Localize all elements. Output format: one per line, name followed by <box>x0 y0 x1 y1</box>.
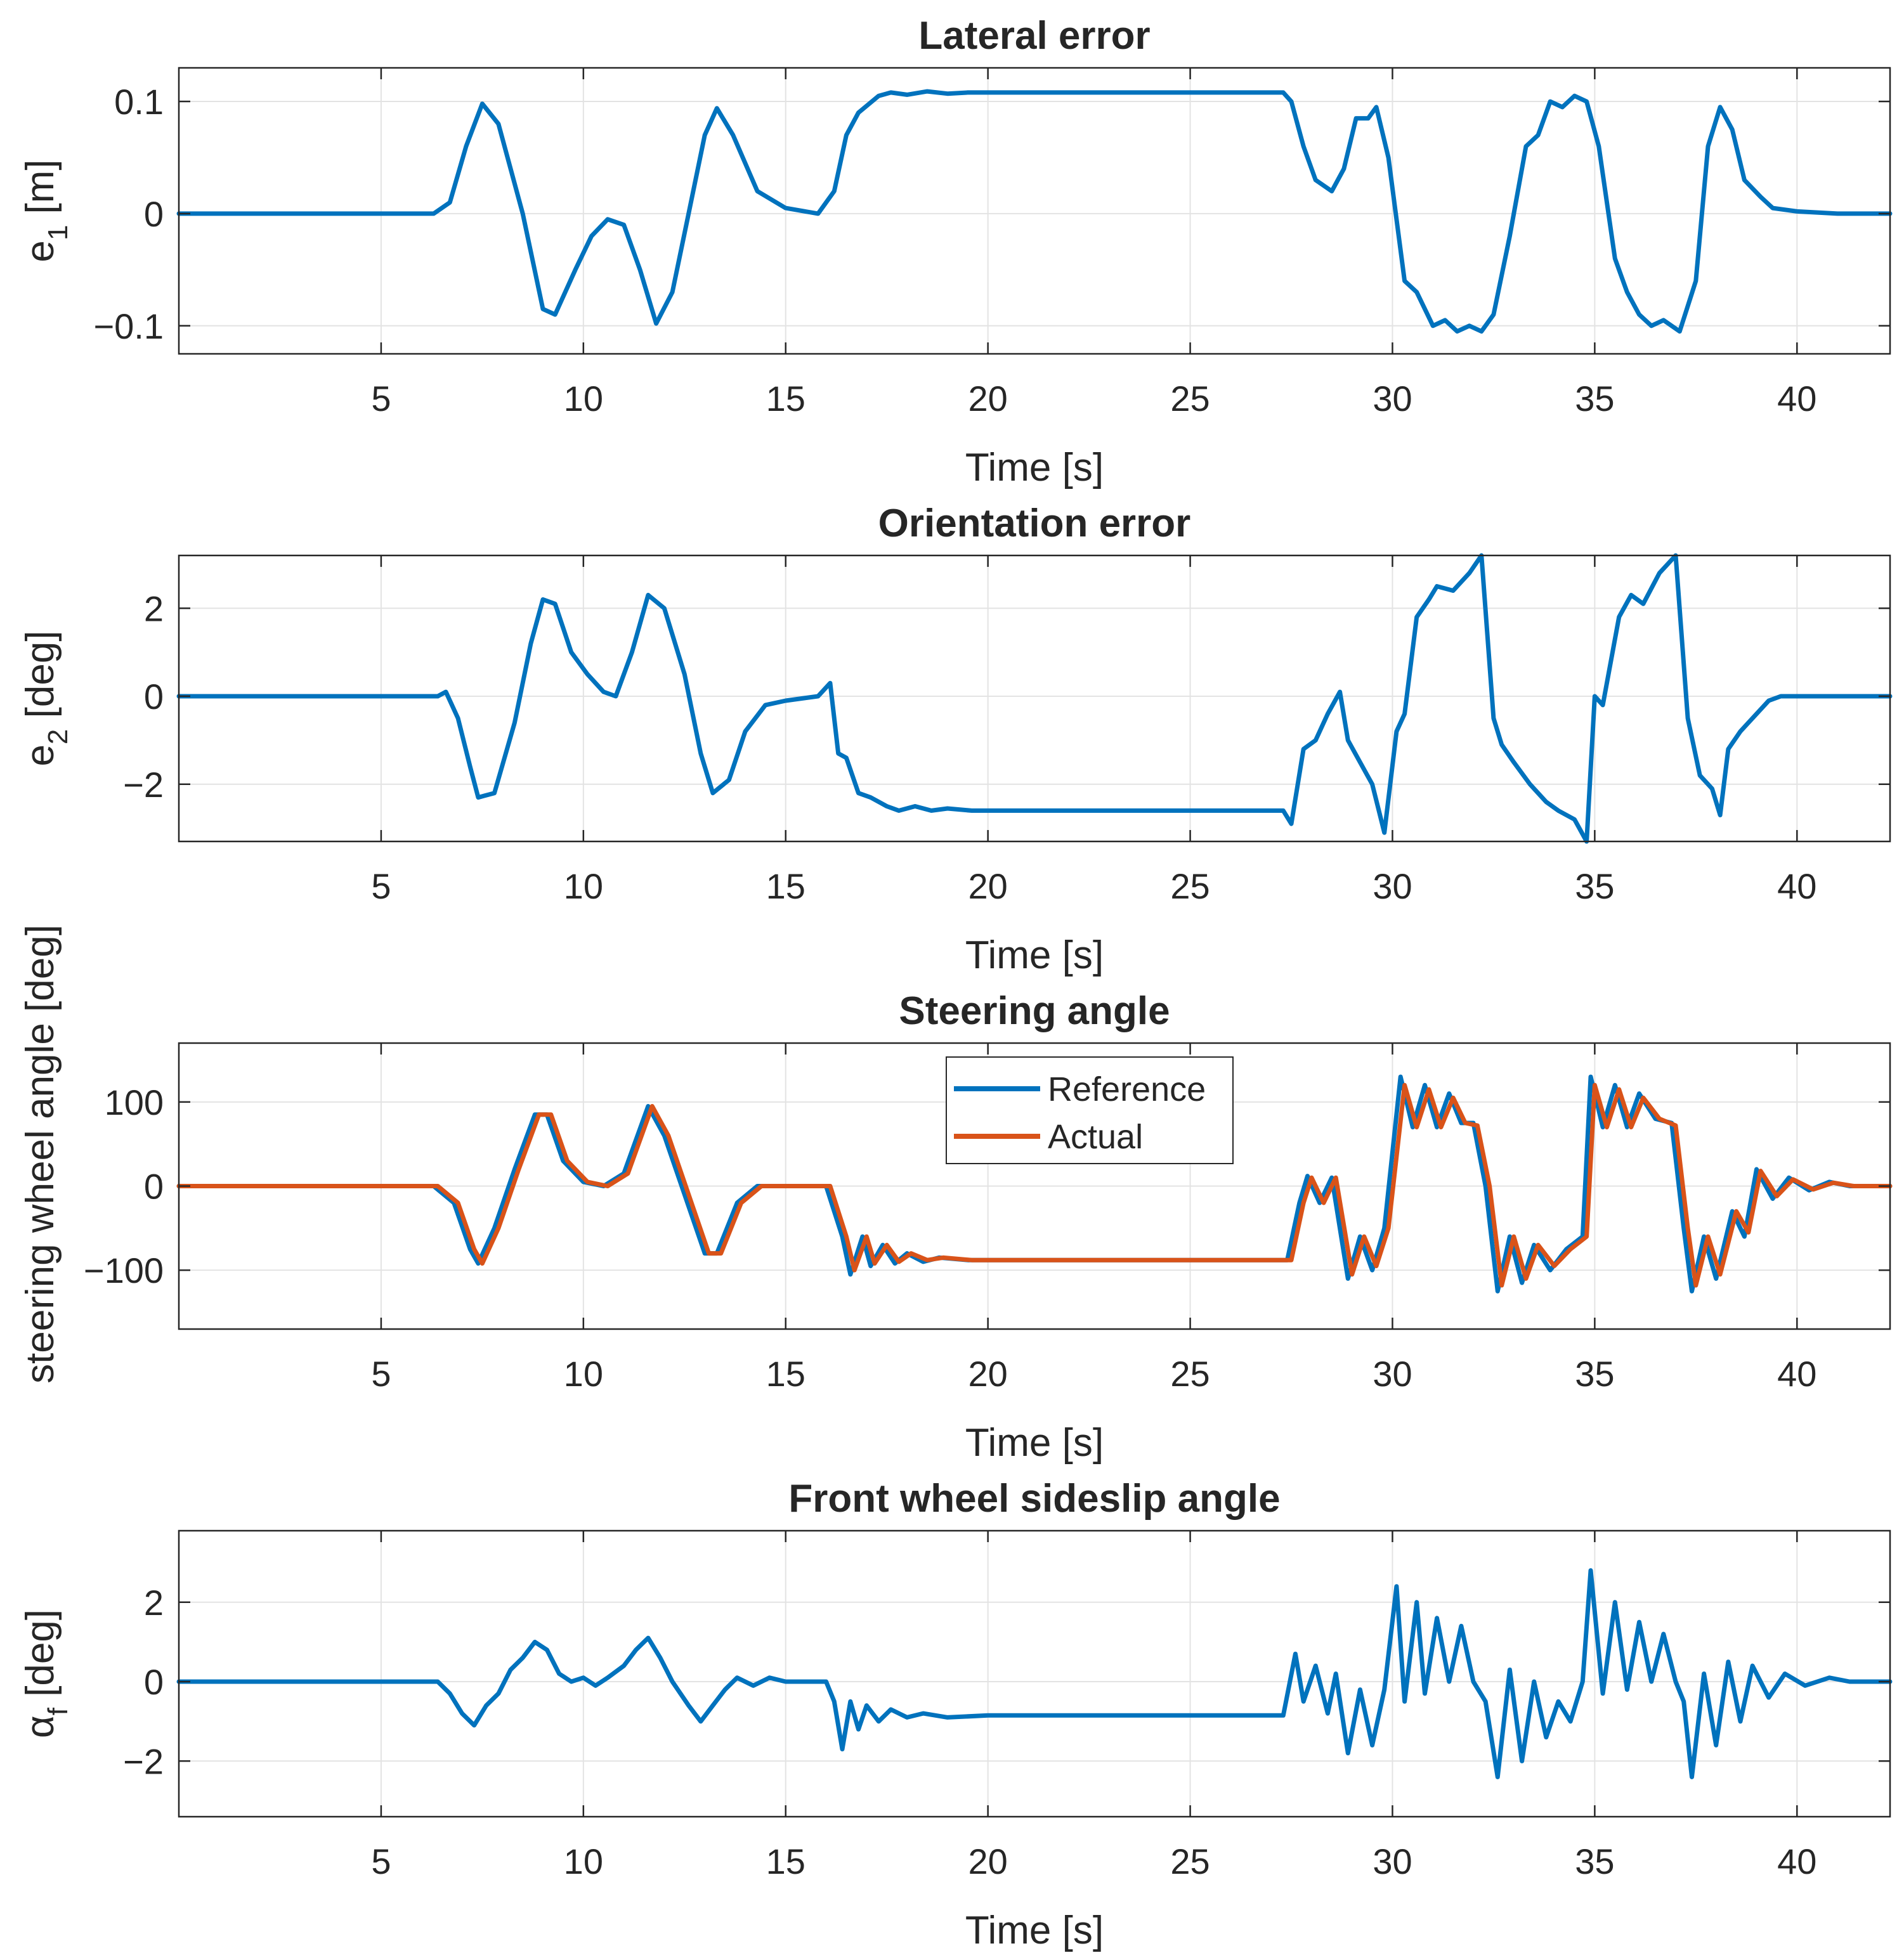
subplot-4: 5 10 15 20 25 30 35 40 −2 0 2 Front wheel sideslip … <box>18 1477 1893 1952</box>
y-tick-label: 0 <box>144 1662 164 1702</box>
x-tick-label: 40 <box>1777 1841 1816 1881</box>
x-tick-label: 25 <box>1170 1354 1210 1394</box>
y-axis-label-main: e <box>18 744 62 766</box>
y-axis-label-unit: [deg] <box>18 1609 62 1708</box>
series-line-actual <box>176 1082 1893 1288</box>
series-line-alpha-f <box>176 1568 1893 1779</box>
x-tick-label: 25 <box>1170 1841 1210 1881</box>
y-tick-label: −2 <box>123 765 164 805</box>
y-axis-label-subscript: 2 <box>42 729 74 744</box>
x-tick-label: 5 <box>371 1841 391 1881</box>
x-tick-label: 10 <box>564 866 603 906</box>
x-tick-label: 30 <box>1373 1354 1412 1394</box>
axes-background <box>179 68 1890 354</box>
x-tick-label: 20 <box>968 1841 1008 1881</box>
y-tick-label: 2 <box>144 588 164 628</box>
x-tick-label: 35 <box>1575 1841 1614 1881</box>
y-axis-label-main: e <box>18 240 62 262</box>
y-axis-label: steering wheel angle [deg] <box>18 925 62 1384</box>
y-axis-label-main: α <box>18 1715 62 1738</box>
axes-box <box>178 554 1891 843</box>
x-tick-label: 5 <box>371 379 391 419</box>
legend: Reference Actual <box>946 1056 1234 1164</box>
y-axis-label-main: steering wheel angle [deg] <box>18 925 62 1384</box>
x-tick-label: 35 <box>1575 866 1614 906</box>
x-tick-label: 5 <box>371 1354 391 1394</box>
x-tick-label: 10 <box>564 379 603 419</box>
x-tick-label: 5 <box>371 866 391 906</box>
plot-title: Steering angle <box>899 989 1170 1033</box>
subplot-1: 5 10 15 20 25 30 35 40 −0.1 0 0.1 Lateral error Time… <box>18 14 1893 490</box>
y-axis-label-subscript: 1 <box>42 225 74 240</box>
y-axis-label-unit: [deg] <box>18 630 62 729</box>
x-tick-label: 30 <box>1373 379 1412 419</box>
x-tick-label: 35 <box>1575 379 1614 419</box>
x-tick-label: 20 <box>968 1354 1008 1394</box>
x-tick-label: 15 <box>766 866 805 906</box>
y-axis-label: αf [deg] <box>18 1609 74 1738</box>
axes-box <box>178 67 1891 355</box>
x-tick-label: 15 <box>766 1354 805 1394</box>
y-tick-label: 0.1 <box>114 82 164 122</box>
y-tick-label: 0 <box>144 677 164 717</box>
x-axis-label: Time [s] <box>965 933 1104 977</box>
x-tick-label: 30 <box>1373 866 1412 906</box>
x-tick-label: 15 <box>766 1841 805 1881</box>
y-tick-label: 2 <box>144 1583 164 1623</box>
axes-background <box>179 1531 1890 1817</box>
x-tick-label: 30 <box>1373 1841 1412 1881</box>
x-axis-label: Time [s] <box>965 1909 1104 1952</box>
y-tick-label: 100 <box>105 1082 164 1122</box>
y-tick-label: −100 <box>84 1250 164 1290</box>
x-tick-label: 40 <box>1777 379 1816 419</box>
y-axis-label: e1 [m] <box>18 159 74 262</box>
legend-label-actual: Actual <box>1048 1118 1143 1156</box>
plot-title: Front wheel sideslip angle <box>788 1477 1280 1521</box>
y-tick-label: 0 <box>144 194 164 234</box>
x-axis-label: Time [s] <box>965 446 1104 490</box>
x-tick-label: 25 <box>1170 866 1210 906</box>
x-tick-label: 20 <box>968 866 1008 906</box>
x-tick-label: 35 <box>1575 1354 1614 1394</box>
series-line-e2 <box>176 553 1893 844</box>
axes-box <box>178 1529 1891 1818</box>
series-line-e1 <box>176 89 1893 334</box>
y-axis-label: e2 [deg] <box>18 630 74 766</box>
legend-label-reference: Reference <box>1048 1070 1206 1108</box>
x-tick-label: 15 <box>766 379 805 419</box>
x-axis-label: Time [s] <box>965 1421 1104 1465</box>
y-tick-label: −2 <box>123 1741 164 1781</box>
x-tick-label: 25 <box>1170 379 1210 419</box>
x-tick-label: 10 <box>564 1841 603 1881</box>
series-line-reference <box>176 1074 1893 1294</box>
plot-title: Lateral error <box>918 14 1150 58</box>
plot-title: Orientation error <box>878 502 1191 545</box>
subplot-2: 5 10 15 20 25 30 35 40 −2 0 2 Orientation error Time… <box>18 502 1893 977</box>
x-tick-label: 20 <box>968 379 1008 419</box>
y-tick-label: −0.1 <box>93 306 164 346</box>
legend-box <box>946 1056 1234 1164</box>
subplot-3: 5 10 15 20 25 30 35 40 −100 0 100 Steering angle Tim… <box>18 925 1893 1465</box>
x-tick-label: 40 <box>1777 866 1816 906</box>
x-tick-label: 40 <box>1777 1354 1816 1394</box>
y-axis-label-unit: [m] <box>18 159 62 224</box>
y-tick-label: 0 <box>144 1167 164 1207</box>
x-tick-label: 10 <box>564 1354 603 1394</box>
y-axis-label-subscript: f <box>42 1707 74 1715</box>
